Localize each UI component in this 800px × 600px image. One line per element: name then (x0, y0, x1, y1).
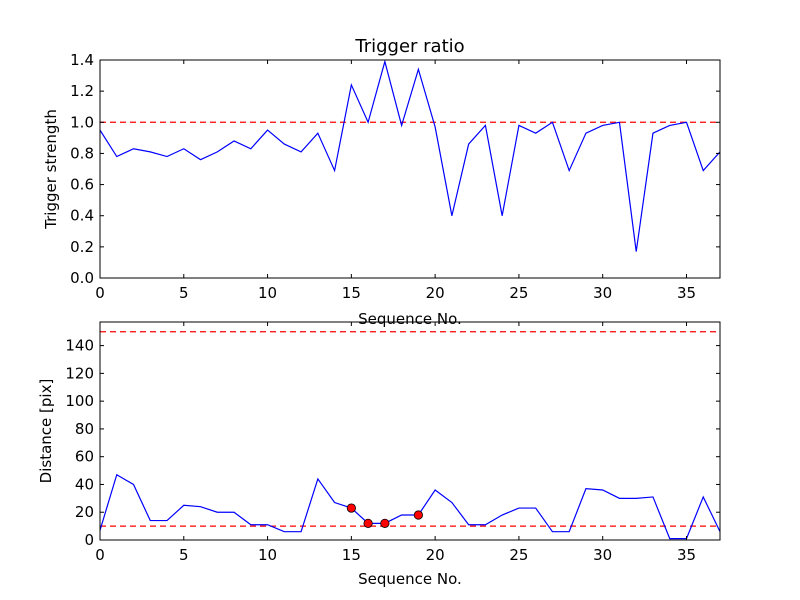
x-tick-label: 25 (509, 284, 528, 302)
y-tick-label: 40 (75, 475, 94, 493)
x-tick-label: 5 (179, 284, 189, 302)
y-tick-label: 0 (84, 531, 94, 549)
highlight-marker (413, 510, 423, 520)
highlight-marker (363, 518, 373, 528)
plot-area (100, 60, 720, 252)
x-tick-label: 35 (677, 284, 696, 302)
highlight-marker (346, 503, 356, 513)
x-tick-label: 30 (593, 284, 612, 302)
y-tick-label: 0.4 (70, 207, 94, 225)
y-tick-label: 100 (65, 392, 94, 410)
x-tick-label: 20 (426, 284, 445, 302)
x-axis-label: Sequence No. (358, 310, 462, 328)
y-axis-label: Distance [pix] (37, 379, 55, 484)
highlight-marker (380, 518, 390, 528)
x-axis-label: Sequence No. (358, 570, 462, 588)
chart-title: Trigger ratio (354, 36, 464, 57)
y-tick-label: 60 (75, 448, 94, 466)
y-tick-label: 140 (65, 337, 94, 355)
trigger-ratio-chart: Trigger ratio Sequence No. Trigger stren… (42, 36, 721, 328)
y-axis-label: Trigger strength (42, 109, 60, 230)
y-tick-label: 80 (75, 420, 94, 438)
x-tick-label: 0 (95, 546, 105, 564)
plot-frame (99, 59, 721, 279)
x-tick-label: 35 (677, 546, 696, 564)
y-tick-label: 0.0 (70, 269, 94, 287)
x-tick-label: 10 (258, 284, 277, 302)
plot-frame (99, 321, 721, 541)
x-tick-label: 15 (342, 284, 361, 302)
x-tick-label: 0 (95, 284, 105, 302)
x-tick-label: 25 (509, 546, 528, 564)
y-tick-label: 1.2 (70, 82, 94, 100)
plot-area (100, 331, 720, 540)
series-line (100, 60, 720, 252)
y-tick-label: 1.4 (70, 51, 94, 69)
x-tick-label: 5 (179, 546, 189, 564)
x-tick-label: 20 (426, 546, 445, 564)
y-tick-label: 0.2 (70, 238, 94, 256)
series-line (100, 473, 720, 540)
x-tick-label: 15 (342, 546, 361, 564)
y-tick-label: 1.0 (70, 113, 94, 131)
y-tick-label: 20 (75, 503, 94, 521)
y-tick-label: 120 (65, 364, 94, 382)
y-tick-label: 0.8 (70, 144, 94, 162)
x-tick-label: 10 (258, 546, 277, 564)
distance-chart: Sequence No. Distance [pix] 0 5 10 15 20 25 30… (37, 321, 721, 588)
y-tick-label: 0.6 (70, 176, 94, 194)
x-tick-label: 30 (593, 546, 612, 564)
